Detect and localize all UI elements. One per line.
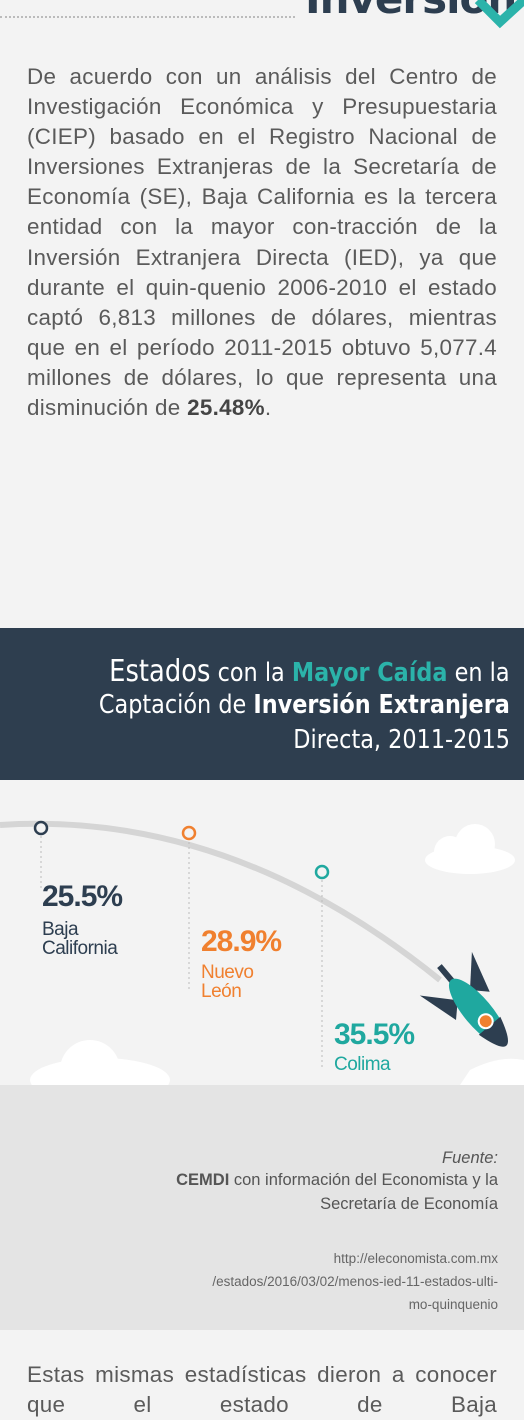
trajectory [0, 820, 442, 983]
title-line: Captación de Inversión Extranjera [99, 690, 510, 720]
chevron-shape [474, 0, 524, 29]
infographic: 25.5% Baja California 28.9% Nuevo León 3… [0, 780, 524, 1085]
value-label: 25.5% [42, 880, 123, 913]
source-url: mo-quinquenio [408, 1297, 498, 1312]
cloud [455, 824, 495, 864]
chevron [474, 0, 524, 29]
title-part: en la [447, 658, 510, 688]
intro-emphasis: 25.48% [187, 395, 265, 421]
title-part: Estados [109, 654, 211, 689]
body-paragraph: Estas mismas estadísticas dieron a conoc… [27, 1362, 497, 1418]
title-part: Directa, 2011-2015 [293, 725, 510, 755]
title-band: Estados con la Mayor Caída en la Captaci… [0, 628, 524, 780]
value-label: 28.9% [201, 925, 282, 958]
source-url: /estados/2016/03/02/menos-ied-11-estados… [212, 1274, 498, 1289]
value-label: 35.5% [334, 1018, 415, 1051]
graphic [0, 820, 524, 1085]
rocket-fin [419, 995, 458, 1021]
marker [33, 820, 49, 836]
source-label: Fuente: [442, 1149, 498, 1167]
cloud [460, 1058, 524, 1085]
source-line: CEMDI con información del Economista y l… [176, 1171, 498, 1190]
cloud [60, 1040, 120, 1085]
title-highlight: Mayor Caída [292, 658, 448, 688]
state-name: Baja California [42, 919, 118, 959]
title-line: Estados con la Mayor Caída en la [110, 654, 510, 689]
rocket-nose [478, 1016, 508, 1047]
marker [314, 864, 330, 880]
title-highlight: Inversión Extranjera [253, 690, 510, 720]
title-part: con la [210, 658, 293, 688]
source-url: http://eleconomista.com.mx [333, 1251, 498, 1266]
state-name: Nuevo León [201, 962, 254, 1002]
intro-paragraph: De acuerdo con un análisis del Centro de… [27, 62, 497, 423]
source-box: Fuente: CEMDI con información del Econom… [0, 1085, 524, 1330]
heading: Inversión [305, 0, 517, 23]
intro-end: . [264, 395, 272, 421]
source-text: con información del Economista y la [229, 1171, 498, 1189]
marker [181, 825, 197, 841]
rocket-tail [437, 964, 455, 984]
title-part: Captación de [99, 690, 254, 720]
title-line: Directa, 2011-2015 [293, 725, 510, 755]
source-line: Secretaría de Economía [320, 1195, 498, 1213]
dotted-rule [0, 16, 295, 18]
state-name: Colima [334, 1054, 391, 1075]
rocket [419, 951, 508, 1047]
intro-text: De acuerdo con un análisis del Centro de… [27, 64, 497, 421]
rocket-window [477, 1013, 494, 1030]
source-org: CEMDI [176, 1171, 230, 1189]
rocket-fin [469, 951, 490, 992]
